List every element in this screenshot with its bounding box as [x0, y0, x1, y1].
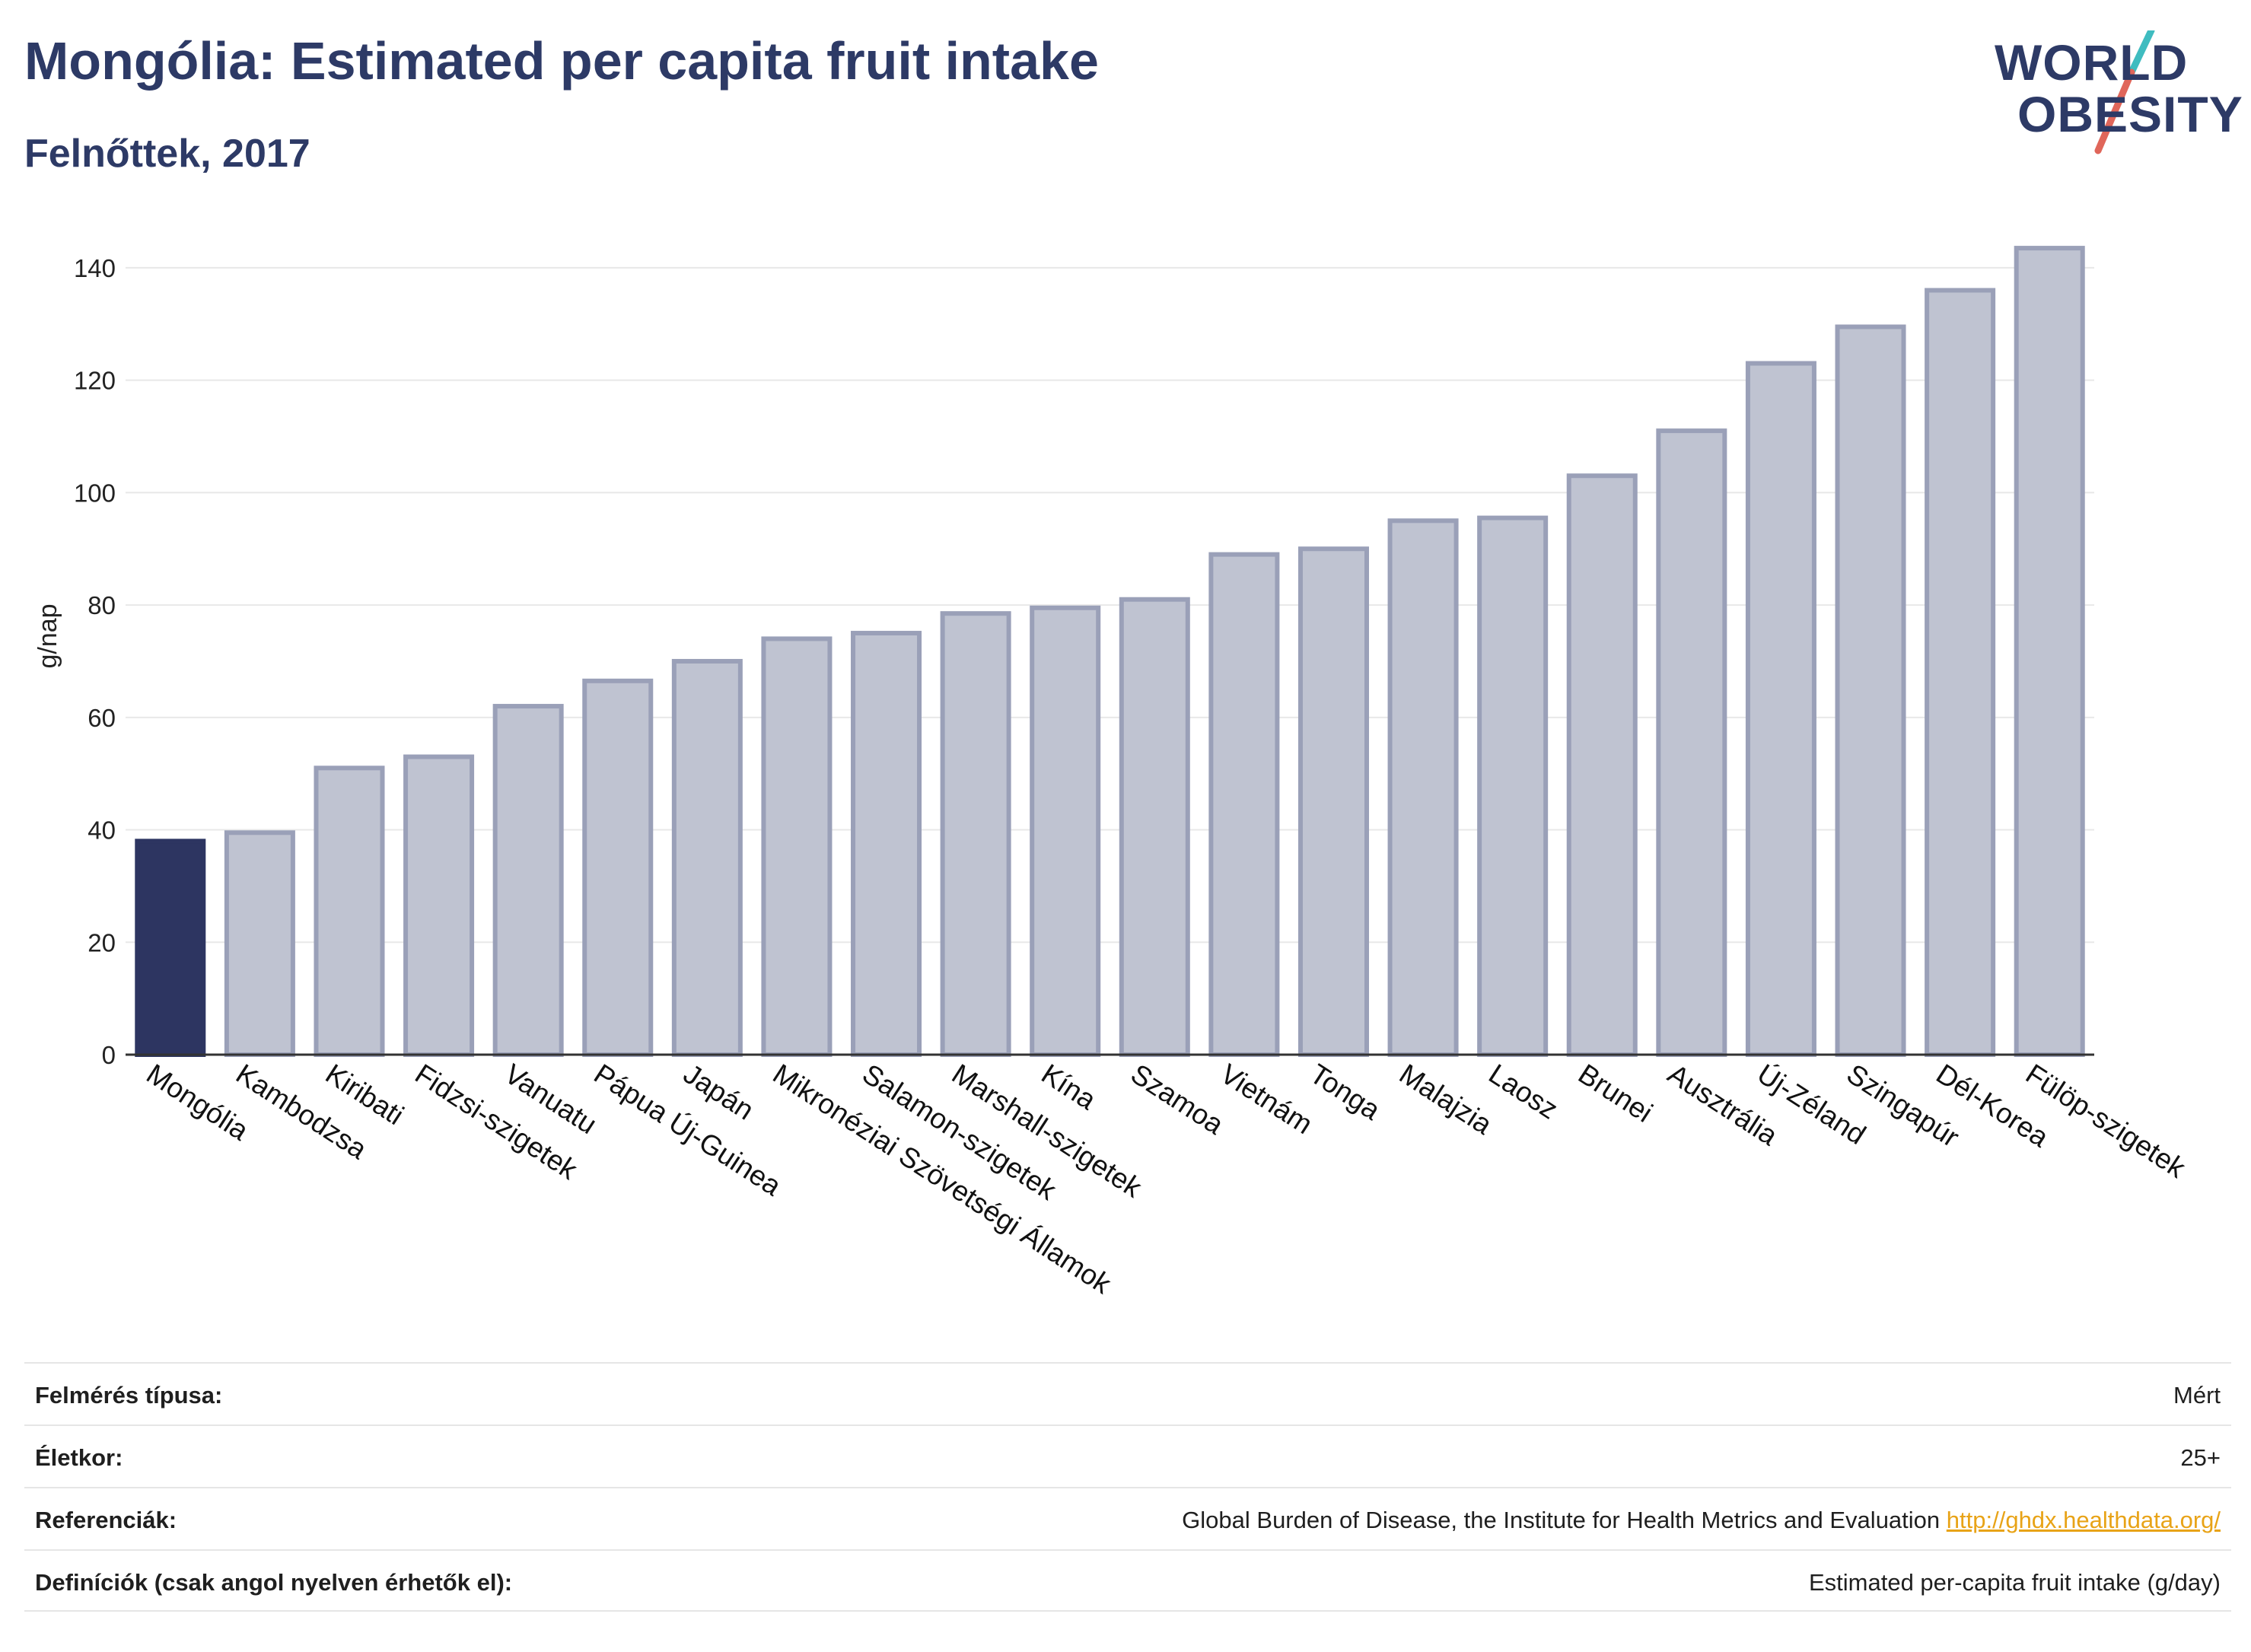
bar-Japán[interactable] — [671, 658, 743, 1057]
x-tick-label: Kína — [1036, 1058, 1102, 1116]
info-value: Estimated per-capita fruit intake (g/day… — [1809, 1569, 2221, 1596]
bar-Mikronéziai Szövetségi Államok[interactable] — [761, 636, 833, 1057]
bar-Pápua Új-Guinea[interactable] — [582, 678, 654, 1058]
bar-Laosz[interactable] — [1477, 515, 1549, 1057]
bar-Brunei[interactable] — [1566, 473, 1638, 1057]
bar-Kína[interactable] — [1030, 605, 1101, 1057]
x-tick-label: Vietnám — [1215, 1058, 1319, 1140]
info-value: Mért — [2173, 1382, 2221, 1409]
info-value-text: Global Burden of Disease, the Institute … — [1182, 1507, 1941, 1533]
bar-Salamon-szigetek[interactable] — [851, 631, 922, 1057]
bar-Új-Zéland[interactable] — [1745, 361, 1816, 1057]
info-label: Életkor: — [35, 1444, 123, 1471]
y-tick-label: 0 — [102, 1041, 116, 1069]
info-label: Referenciák: — [35, 1507, 177, 1533]
info-value: 25+ — [2180, 1444, 2221, 1472]
info-value-text: 25+ — [2180, 1444, 2221, 1471]
y-tick-label: 20 — [88, 928, 116, 957]
bar-Szingapúr[interactable] — [1835, 324, 1906, 1057]
chart-subtitle: Felnőttek, 2017 — [24, 132, 310, 176]
bar-Kambodzsa[interactable] — [224, 830, 295, 1058]
y-tick-label: 60 — [88, 704, 116, 732]
y-tick-label: 120 — [74, 367, 116, 395]
x-tick-label: Fidzsi-szigetek — [409, 1058, 583, 1186]
bar-Fülöp-szigetek[interactable] — [2014, 246, 2085, 1057]
info-row: Referenciák: Global Burden of Disease, th… — [24, 1487, 2231, 1549]
world-obesity-logo: WORLD OBESITY — [1990, 30, 2243, 167]
bars — [135, 246, 2085, 1058]
info-label: Definíciók (csak angol nyelven érhetők e… — [35, 1569, 513, 1596]
bar-Fidzsi-szigetek[interactable] — [403, 754, 475, 1057]
chart-title: Mongólia: Estimated per capita fruit int… — [24, 31, 1099, 91]
x-tick-label: Malajzia — [1394, 1058, 1498, 1141]
info-row: Életkor: 25+ — [24, 1424, 2231, 1487]
bar-Ausztrália[interactable] — [1656, 428, 1727, 1057]
y-tick-label: 140 — [74, 254, 116, 282]
x-tick-label: Szamoa — [1126, 1058, 1230, 1141]
y-axis-label: g/nap — [33, 603, 62, 668]
bar-Dél-Korea[interactable] — [1925, 288, 1996, 1057]
x-tick-label: Brunei — [1573, 1058, 1658, 1128]
bar-Malajzia[interactable] — [1387, 518, 1459, 1057]
bar-Vanuatu[interactable] — [492, 704, 564, 1057]
bar-Mongólia[interactable] — [135, 839, 206, 1057]
info-row: Definíciók (csak angol nyelven érhetők e… — [24, 1549, 2231, 1612]
info-value-text: Mért — [2173, 1382, 2221, 1408]
logo-word-world: WORLD — [1995, 34, 2189, 91]
info-row: Felmérés típusa: Mért — [24, 1362, 2231, 1424]
reference-link[interactable]: http://ghdx.healthdata.org/ — [1946, 1507, 2221, 1533]
y-tick-label: 80 — [88, 591, 116, 619]
y-tick-label: 40 — [88, 816, 116, 845]
bar-Kiribati[interactable] — [314, 766, 385, 1058]
info-table: Felmérés típusa: Mért Életkor: 25+ Referenci… — [24, 1362, 2231, 1612]
y-axis-ticks: 0 20 40 60 80 100 120 140 — [74, 254, 116, 1069]
logo-word-obesity: OBESITY — [2017, 86, 2243, 142]
logo-slash-icon — [2094, 30, 2155, 154]
y-tick-label: 100 — [74, 479, 116, 507]
bar-Marshall-szigetek[interactable] — [940, 611, 1011, 1057]
bar-Szamoa[interactable] — [1119, 597, 1190, 1057]
info-label: Felmérés típusa: — [35, 1382, 223, 1408]
bar-chart: 0 20 40 60 80 100 120 140 MongóliaKambodzsaKiri… — [33, 246, 2191, 1300]
info-value: Global Burden of Disease, the Institute … — [1182, 1507, 2221, 1534]
info-value-text: Estimated per-capita fruit intake (g/day… — [1808, 1569, 2221, 1596]
bar-Tonga[interactable] — [1297, 546, 1369, 1057]
bar-Vietnám[interactable] — [1208, 552, 1280, 1057]
x-tick-label: Mongólia — [141, 1058, 254, 1146]
